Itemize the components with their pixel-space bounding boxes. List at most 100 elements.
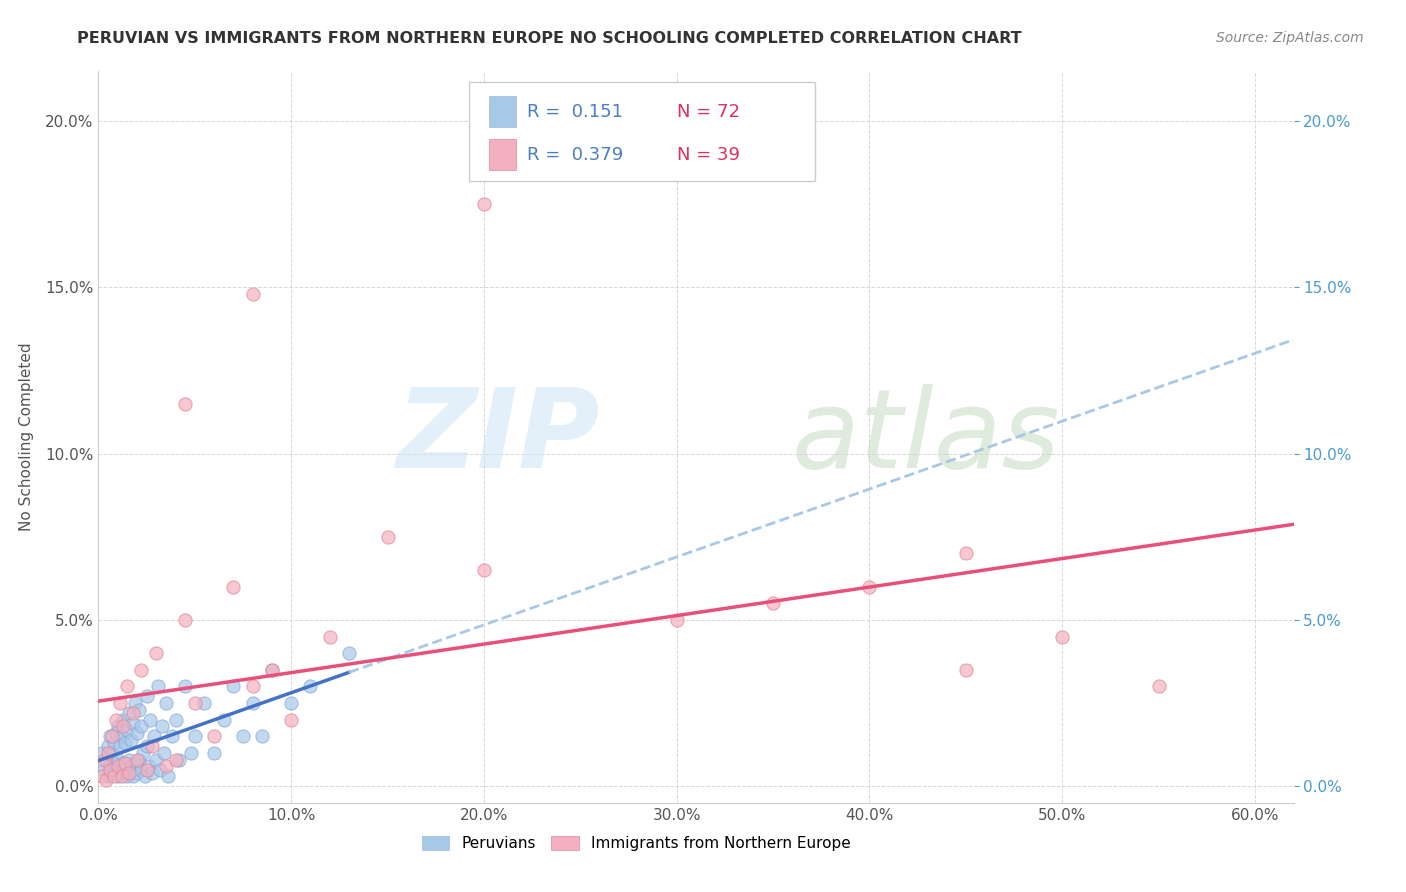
Point [125, 753, 148, 767]
Point [122, 769, 145, 783]
Point [150, 719, 173, 733]
Point [114, 756, 136, 770]
Point [156, 769, 179, 783]
Point [91, 746, 114, 760]
Point [377, 530, 399, 544]
Point [117, 680, 139, 694]
Point [103, 736, 125, 750]
Point [858, 580, 880, 594]
Point [114, 763, 136, 777]
Point [260, 663, 283, 677]
Point [280, 713, 302, 727]
Point [101, 765, 124, 780]
Point [149, 763, 172, 777]
Point [129, 763, 152, 777]
Point [174, 613, 197, 627]
Text: ZIP: ZIP [396, 384, 600, 491]
Point [222, 580, 245, 594]
Point [108, 696, 131, 710]
Point [94, 753, 117, 767]
Point [112, 713, 135, 727]
Point [1147, 680, 1170, 694]
Point [165, 713, 187, 727]
Point [104, 763, 127, 777]
Point [122, 706, 145, 720]
Point [125, 726, 148, 740]
Point [117, 769, 139, 783]
Point [135, 739, 157, 754]
Text: PERUVIAN VS IMMIGRANTS FROM NORTHERN EUROPE NO SCHOOLING COMPLETED CORRELATION C: PERUVIAN VS IMMIGRANTS FROM NORTHERN EUR… [77, 31, 1022, 46]
Point [129, 663, 152, 677]
Point [129, 719, 152, 733]
Point [107, 769, 129, 783]
Point [141, 739, 163, 754]
Point [97, 769, 120, 783]
Point [97, 746, 120, 760]
Point [103, 769, 125, 783]
Point [107, 759, 129, 773]
Point [124, 696, 146, 710]
FancyBboxPatch shape [489, 96, 516, 128]
Point [114, 736, 136, 750]
Point [174, 397, 197, 411]
Point [124, 756, 146, 770]
Point [128, 753, 150, 767]
Point [135, 690, 157, 704]
Point [91, 769, 114, 783]
Point [98, 759, 121, 773]
Point [118, 753, 141, 767]
Point [472, 197, 495, 211]
Point [242, 680, 264, 694]
Point [108, 759, 131, 773]
Point [107, 753, 129, 767]
Point [118, 706, 141, 720]
Point [319, 630, 342, 644]
FancyBboxPatch shape [489, 139, 516, 170]
Point [120, 732, 142, 747]
Point [132, 746, 155, 760]
Point [202, 729, 225, 743]
Point [135, 763, 157, 777]
Point [1050, 630, 1073, 644]
Point [337, 646, 360, 660]
Point [232, 729, 254, 743]
Point [112, 719, 135, 733]
Point [125, 765, 148, 780]
Text: N = 72: N = 72 [676, 103, 740, 120]
Point [148, 680, 170, 694]
Point [155, 759, 177, 773]
Point [155, 696, 177, 710]
Point [110, 729, 132, 743]
Point [184, 729, 207, 743]
Point [252, 729, 274, 743]
Point [260, 663, 283, 677]
Point [93, 763, 115, 777]
Point [112, 756, 135, 770]
Point [98, 729, 121, 743]
Point [180, 746, 202, 760]
FancyBboxPatch shape [470, 82, 815, 181]
Point [118, 765, 141, 780]
Point [141, 765, 163, 780]
Point [103, 756, 125, 770]
Point [955, 663, 977, 677]
Point [107, 719, 129, 733]
Point [128, 703, 150, 717]
Point [104, 726, 127, 740]
Y-axis label: No Schooling Completed: No Schooling Completed [20, 343, 34, 532]
Point [134, 769, 156, 783]
Point [110, 769, 132, 783]
Point [169, 753, 191, 767]
Point [472, 563, 495, 577]
Point [145, 753, 167, 767]
Point [122, 716, 145, 731]
Point [94, 772, 117, 787]
Point [153, 746, 176, 760]
Point [212, 713, 235, 727]
Point [193, 696, 215, 710]
Text: R =  0.379: R = 0.379 [527, 145, 624, 164]
Point [665, 613, 688, 627]
Point [145, 646, 167, 660]
Point [242, 696, 264, 710]
Text: atlas: atlas [792, 384, 1060, 491]
